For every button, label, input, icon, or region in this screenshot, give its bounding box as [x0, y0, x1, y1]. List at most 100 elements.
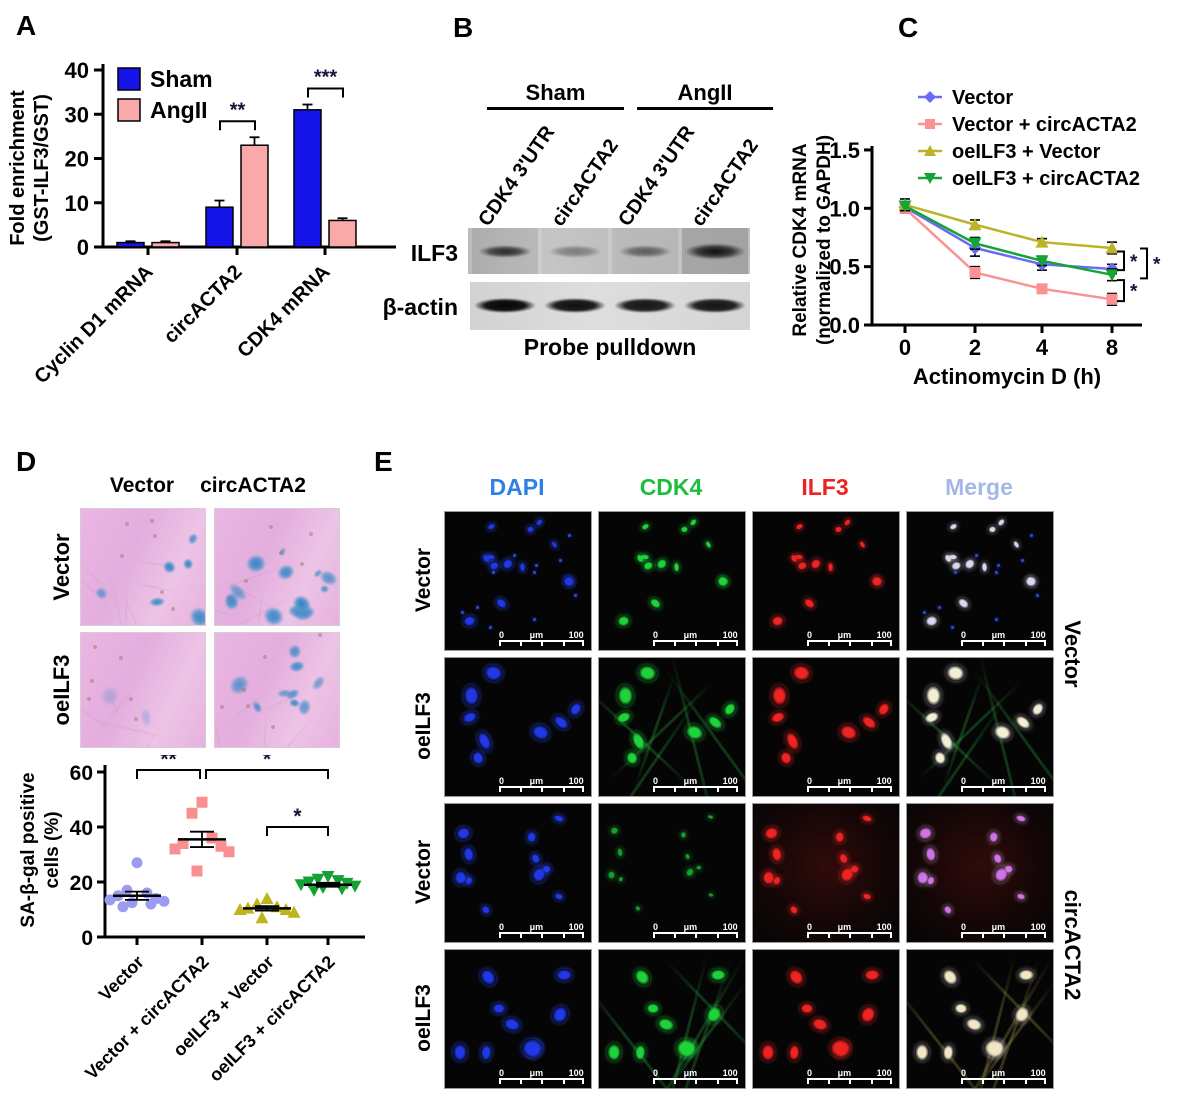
scale-bar-tick: [562, 642, 565, 646]
nucleus-blob: [525, 524, 535, 534]
fluorescence-cell-r2-dapi: 0 μm 100: [444, 657, 592, 797]
scale-bar-tick: [716, 934, 719, 938]
debris-dot: [86, 697, 91, 702]
y-tick-label: 40: [65, 58, 89, 83]
cell-streak: [122, 579, 184, 596]
stained-cell-blob: [245, 553, 267, 574]
scale-bar: 0 μm 100: [807, 776, 892, 793]
red-background-tint: [907, 804, 1053, 942]
sa-b-gal-image-vector-vector: [80, 508, 206, 626]
scale-bar-line: [499, 786, 584, 793]
y-axis-label: Fold enrichment: [7, 90, 29, 246]
nucleus-blob: [482, 663, 505, 684]
bar: [205, 206, 234, 248]
nucleus-blob: [863, 968, 881, 982]
y-axis-label: cells (%): [42, 811, 63, 888]
nucleus-blob: [1028, 699, 1047, 719]
nucleus-blob: [480, 1043, 493, 1062]
x-tick-label: 8: [1106, 335, 1118, 360]
nucleus-blob: [716, 576, 730, 588]
scale-bar-line: [961, 1078, 1046, 1085]
fluorescence-cell-r1-merge: 0 μm 100: [906, 511, 1054, 651]
marker-tri-down: [968, 237, 982, 250]
marker-tri-up: [1035, 235, 1049, 248]
speckle: [573, 594, 577, 598]
speckle: [532, 617, 536, 621]
scale-bar-tick: [541, 642, 544, 646]
nucleus-blob: [704, 539, 714, 550]
marker-tri-up: [968, 218, 982, 231]
marker-square: [223, 846, 235, 858]
scale-bar-tick: [807, 1080, 810, 1084]
scale-bar-tick: [653, 934, 656, 938]
stained-cell-blob: [309, 673, 328, 694]
debris-dot: [93, 644, 98, 649]
scale-bar-tick: [736, 934, 738, 938]
nucleus-blob: [788, 1043, 801, 1062]
nucleus-blob: [653, 556, 670, 572]
marker-square: [177, 838, 189, 849]
nucleus-blob: [462, 845, 476, 864]
scale-bar-start: 0: [961, 1068, 967, 1078]
scale-bar-tick: [1024, 1080, 1027, 1084]
scale-bar-line: [499, 640, 584, 647]
stained-cell-blob: [182, 557, 194, 570]
nucleus-blob: [494, 595, 511, 611]
nucleus-blob: [680, 831, 687, 839]
nucleus-blob: [529, 850, 542, 865]
scale-bar-end: 100: [722, 1068, 738, 1078]
legend-label: Vector + circACTA2: [952, 114, 1137, 136]
nucleus-blob: [550, 712, 573, 734]
nucleus-blob: [639, 522, 651, 532]
marker-square: [215, 840, 227, 852]
blot-group-angii-text: AngII: [677, 80, 733, 105]
nucleus-blob: [956, 595, 973, 611]
panel-d-col-header-vector: Vector: [109, 474, 175, 497]
scale-bar-tick: [582, 642, 584, 646]
series-line: [904, 207, 1113, 301]
scale-bar-start: 0: [499, 630, 505, 640]
legend-swatch: [117, 98, 141, 122]
red-background-tint: [753, 804, 899, 942]
scale-bar-end: 100: [1030, 776, 1046, 786]
scale-bar-tick: [674, 1080, 677, 1084]
scale-bar-tick: [499, 1080, 502, 1084]
scale-bar-tick: [961, 1080, 964, 1084]
ilf3-band: [617, 244, 673, 258]
nucleus-blob: [628, 729, 649, 754]
nucleus-blob: [790, 663, 813, 684]
scale-bar-line: [653, 932, 738, 939]
marker-square: [169, 843, 181, 855]
speckle: [1035, 594, 1039, 598]
scale-bar-start: 0: [653, 1068, 659, 1078]
ilf3-band: [477, 244, 533, 258]
marker-circle: [158, 895, 170, 907]
nucleus-blob: [533, 516, 545, 528]
marker-tri-up: [287, 905, 301, 918]
bar: [116, 241, 145, 248]
scale-bar: 0 μm 100: [499, 776, 584, 793]
scale-bar-tick: [1003, 1080, 1006, 1084]
scale-bar-unit: μm: [683, 776, 698, 786]
sig-bracket: [307, 87, 344, 98]
sa-b-gal-image-oeilf3-vector: [80, 632, 206, 748]
nucleus-blob: [809, 1015, 831, 1035]
scale-bar-line: [961, 786, 1046, 793]
western-blot-actin: [470, 282, 750, 330]
scale-bar-tick: [499, 934, 502, 938]
marker-square: [206, 832, 218, 844]
debris-dot: [153, 533, 158, 538]
nucleus-blob: [684, 865, 697, 879]
nucleus-blob: [963, 1015, 985, 1035]
scale-bar: 0 μm 100: [653, 1068, 738, 1085]
scale-bar-labels: 0 μm 100: [807, 630, 892, 640]
scale-bar: 0 μm 100: [807, 1068, 892, 1085]
scale-bar-tick: [562, 788, 565, 792]
scale-bar-tick: [582, 934, 584, 938]
scale-bar-tick: [520, 934, 523, 938]
cell-streak: [215, 714, 228, 747]
scale-bar-start: 0: [653, 630, 659, 640]
nucleus-blob: [463, 684, 481, 708]
debris-dot: [309, 531, 314, 536]
fluorescence-cell-r3-ilf3: 0 μm 100: [752, 803, 900, 943]
